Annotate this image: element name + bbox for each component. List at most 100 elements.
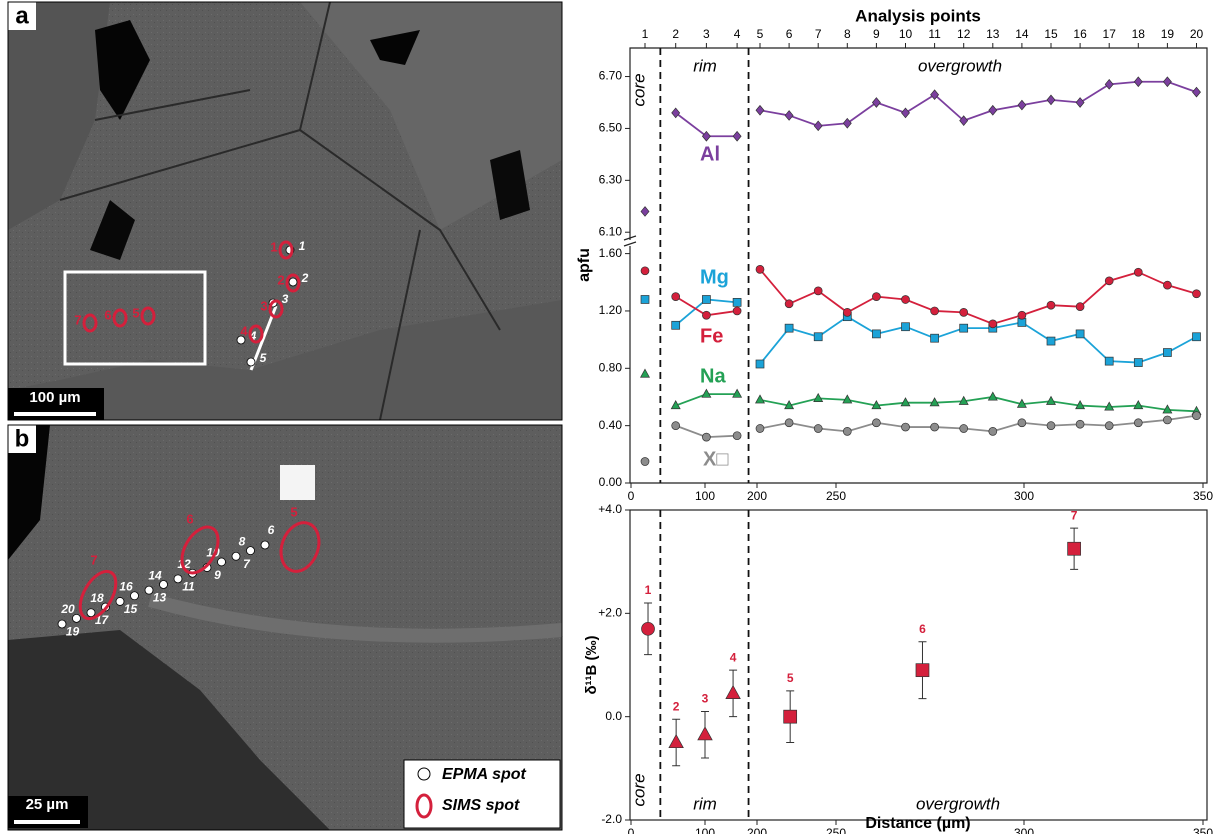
x2-tick-label: 15	[1044, 27, 1058, 41]
marker	[1104, 421, 1114, 431]
marker	[1016, 398, 1027, 408]
point-label: 1	[645, 583, 652, 597]
epma-spot-label: 3	[282, 292, 289, 306]
marker	[813, 120, 823, 132]
marker	[842, 308, 852, 317]
x-tick-label: 250	[826, 826, 846, 834]
marker	[1017, 418, 1027, 428]
marker	[1192, 86, 1201, 98]
epma-spot-label: 14	[148, 568, 162, 582]
epma-spot	[246, 357, 256, 367]
marker	[732, 297, 742, 307]
x2-tick-label: 16	[1073, 27, 1087, 41]
marker	[872, 329, 881, 339]
marker	[725, 684, 741, 699]
void	[490, 150, 530, 220]
x2-tick-label: 6	[786, 27, 793, 41]
marker	[988, 319, 998, 329]
epma-spot-label: 2	[301, 271, 309, 285]
marker	[813, 424, 823, 433]
epma-spot	[231, 551, 241, 561]
axis-frame	[629, 47, 1208, 484]
y-axis-title: apfu	[576, 248, 593, 282]
x-tick-label: 0	[628, 489, 635, 503]
x2-tick-label: 9	[873, 27, 880, 41]
y-tick-label: 6.50	[599, 121, 623, 135]
marker	[641, 621, 655, 636]
x2-tick-label: 12	[957, 27, 971, 41]
marker	[959, 308, 969, 317]
marker	[813, 332, 823, 342]
marker	[1192, 332, 1201, 342]
sims-spot	[180, 525, 220, 575]
x2-tick-label: 10	[899, 27, 913, 41]
zone-label: rim	[693, 56, 717, 75]
zoom-box	[63, 270, 207, 366]
marker	[755, 265, 765, 274]
x-tick-label: 350	[1193, 489, 1213, 503]
marker	[670, 400, 681, 410]
x2-tick-label: 8	[844, 27, 851, 41]
point-label: 4	[730, 650, 737, 664]
marker	[959, 115, 969, 126]
epma-spot-label: 19	[66, 625, 80, 639]
sims-spot-label: 4	[240, 323, 248, 338]
grain	[8, 630, 330, 830]
epma-spot-label: 6	[268, 523, 275, 537]
marker	[640, 368, 650, 378]
x2-tick-label: 11	[928, 27, 941, 41]
marker	[930, 89, 940, 101]
marker	[901, 107, 910, 119]
sims-spot	[278, 240, 294, 260]
x2-tick-label: 17	[1103, 27, 1117, 41]
marker	[1104, 401, 1115, 411]
sims-spot-label: 6	[104, 307, 111, 322]
marker	[871, 97, 881, 108]
marker	[1017, 310, 1027, 320]
panel-a: a 100 µm	[7, 1, 563, 421]
point-label: 2	[673, 699, 680, 713]
series-line	[759, 80, 1197, 127]
marker	[1046, 421, 1056, 431]
marker	[640, 206, 650, 217]
zone-label: rim	[693, 794, 717, 813]
void	[95, 20, 150, 120]
marker	[671, 292, 681, 301]
marker	[1075, 97, 1085, 108]
marker	[784, 323, 794, 333]
point-label: 3	[702, 692, 709, 706]
marker	[1104, 356, 1114, 366]
marker	[959, 323, 969, 333]
marker	[901, 295, 910, 304]
panel-b: b 25 µm EPMA spot SIMS spot	[7, 424, 563, 831]
marker	[901, 422, 910, 432]
y-tick-label: 0.80	[599, 360, 623, 374]
marker	[872, 418, 881, 428]
marker	[1075, 302, 1085, 312]
marker	[1163, 280, 1172, 290]
epma-spot	[246, 546, 255, 556]
y-tick-label: 0.0	[605, 709, 622, 723]
epma-spot	[236, 335, 246, 345]
epma-spot	[86, 608, 96, 618]
epma-spot	[260, 540, 270, 550]
marker	[1192, 289, 1201, 299]
axis-frame	[629, 509, 1208, 821]
epma-spot	[173, 574, 183, 584]
epma-spot-label: 18	[90, 591, 104, 605]
marker	[732, 130, 742, 142]
marker	[1104, 78, 1114, 90]
series-label: Fe	[700, 325, 723, 347]
legend-box	[403, 759, 561, 829]
sims-spot-label: 7	[90, 552, 97, 567]
epma-spot-label: 15	[124, 602, 138, 616]
marker	[784, 418, 794, 428]
epma-spot-label: 20	[60, 602, 75, 616]
x-tick-label: 300	[1014, 826, 1034, 834]
epma-spot	[115, 597, 125, 606]
zone-label: overgrowth	[916, 794, 1000, 813]
sims-spot-label: 1	[270, 239, 277, 254]
sims-spot	[140, 306, 156, 326]
epma-spot	[57, 619, 67, 629]
zone-label: core	[629, 773, 648, 806]
